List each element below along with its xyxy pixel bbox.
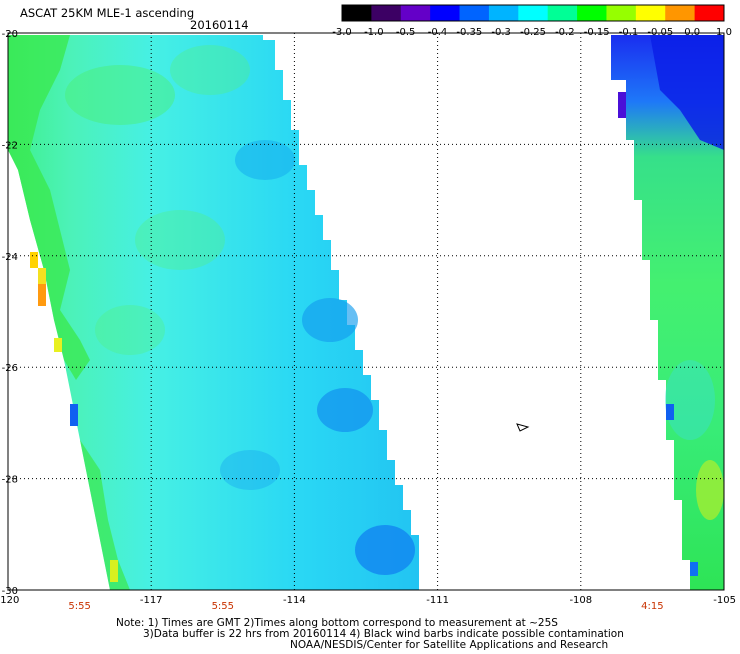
swath-right-field <box>611 35 724 590</box>
colorbar-swatches <box>342 5 725 21</box>
longitude-labels: -120 -117 -114 -111 -108 -105 <box>0 595 736 606</box>
longitude-label: -111 <box>426 595 449 606</box>
green-patch-d <box>95 305 165 355</box>
right-cyan-patch <box>665 360 715 440</box>
colorbar-swatch <box>400 5 431 21</box>
latitude-label: -24 <box>2 252 18 263</box>
blue-patch-c <box>317 388 373 432</box>
swath-left-field <box>8 35 419 590</box>
colorbar-swatch <box>371 5 402 21</box>
right-blue-cell-b <box>690 562 698 576</box>
blue-patch-b <box>302 298 358 342</box>
swath-right-dark-cell <box>618 92 626 118</box>
green-patch-a <box>65 65 175 125</box>
right-blue-cell-a <box>666 404 674 420</box>
yellow-cell-c <box>54 338 62 352</box>
longitude-label: -108 <box>569 595 592 606</box>
colorbar-swatch <box>459 5 490 21</box>
swath-right <box>611 35 724 590</box>
yellow-cell-a <box>30 252 38 268</box>
colorbar-swatch <box>665 5 696 21</box>
swath-right-deep-blue <box>650 35 724 150</box>
map-frame <box>7 32 725 591</box>
note-line-3: NOAA/NESDIS/Center for Satellite Applica… <box>290 639 608 650</box>
longitude-label: -117 <box>140 595 163 606</box>
map-date: 20160114 <box>190 18 249 32</box>
colorbar-swatch <box>488 5 519 21</box>
note-line-1: Note: 1) Times are GMT 2)Times along bot… <box>116 617 558 629</box>
green-patch-c <box>135 210 225 270</box>
blue-patch-e <box>220 450 280 490</box>
right-yellow-patch <box>696 460 724 520</box>
colorbar-frame <box>341 4 725 22</box>
colorbar-swatch <box>547 5 578 21</box>
time-labels: 5:55 5:55 4:15 <box>68 601 663 612</box>
longitude-label: -105 <box>713 595 736 606</box>
colorbar-swatch <box>430 5 461 21</box>
colorbar-swatch <box>694 5 725 21</box>
swath-left-green-edge <box>8 35 90 380</box>
island-marker <box>516 423 530 432</box>
green-patch-b <box>170 45 250 95</box>
latitude-labels: -20 -22 -24 -26 -28 -30 <box>2 29 18 597</box>
latitude-label: -30 <box>2 586 18 597</box>
colorbar-swatch <box>606 5 637 21</box>
colorbar-swatch <box>635 5 666 21</box>
colorbar-swatch <box>342 5 372 21</box>
latitude-label: -28 <box>2 475 18 486</box>
blue-patch-a <box>235 140 295 180</box>
longitude-label: -120 <box>0 595 19 606</box>
latitude-label: -22 <box>2 140 18 151</box>
note-line-2: 3)Data buffer is 22 hrs from 20160114 4)… <box>143 628 624 640</box>
yellow-cell-b <box>38 268 46 284</box>
longitude-label: -114 <box>283 595 306 606</box>
orange-cell-a <box>38 284 46 306</box>
time-label: 5:55 <box>68 601 90 612</box>
blue-cell-edge <box>70 404 78 426</box>
swath-left-green-lower <box>80 440 130 590</box>
latitude-label: -20 <box>2 29 18 40</box>
map-gridlines <box>8 33 724 590</box>
map-title: ASCAT 25KM MLE-1 ascending <box>20 6 194 20</box>
yellow-cell-d <box>110 560 118 582</box>
blue-patch-d <box>355 525 415 575</box>
latitude-label: -26 <box>2 363 18 374</box>
time-label: 5:55 <box>212 601 234 612</box>
colorbar-swatch <box>577 5 607 21</box>
time-label: 4:15 <box>641 601 663 612</box>
swath-left <box>8 35 419 590</box>
colorbar-swatch <box>518 5 549 21</box>
